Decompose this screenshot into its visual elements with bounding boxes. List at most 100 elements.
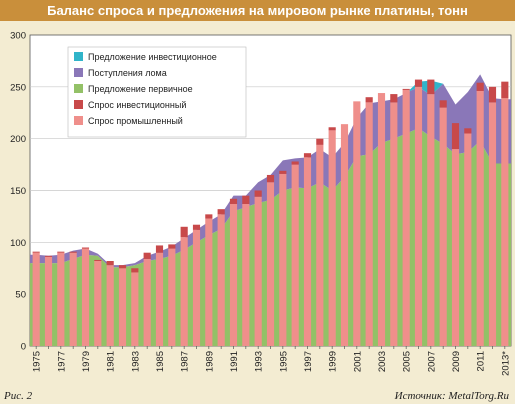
x-tick-label: 1997	[303, 351, 314, 372]
bar-industrial-demand	[414, 86, 423, 346]
bar-investment-demand	[44, 255, 53, 257]
bar-industrial-demand	[94, 260, 102, 346]
bar-industrial-demand	[291, 164, 299, 346]
bar-investment-demand	[451, 123, 460, 150]
bar-investment-demand	[131, 268, 139, 273]
legend-investment-demand-swatch	[74, 100, 83, 109]
bar-investment-demand	[414, 79, 423, 87]
x-tick-label: 1975	[32, 351, 43, 372]
legend-scrap-label: Поступления лома	[88, 68, 167, 78]
x-tick-label: 1987	[180, 351, 191, 372]
legend-industrial-demand-label: Спрос промышленный	[88, 116, 183, 126]
bar-industrial-demand	[340, 124, 349, 346]
y-tick-label: 200	[10, 134, 26, 145]
bar-investment-demand	[81, 247, 90, 249]
bar-investment-demand	[69, 251, 77, 253]
bar-industrial-demand	[118, 268, 127, 346]
bar-investment-demand	[476, 82, 484, 91]
bar-investment-demand	[118, 265, 127, 269]
bar-investment-demand	[439, 100, 447, 108]
bar-investment-demand	[180, 226, 188, 238]
bar-industrial-demand	[217, 214, 225, 346]
bar-investment-demand	[242, 195, 250, 204]
bar-industrial-demand	[242, 203, 250, 346]
y-tick-label: 150	[10, 186, 26, 197]
bar-industrial-demand	[328, 130, 336, 346]
bar-industrial-demand	[303, 157, 312, 346]
x-tick-label: 2005	[402, 351, 413, 372]
x-axis: 1975 1977 1979 1981 1983 1985 1987 1989 1991 1993…	[32, 346, 511, 376]
bar-industrial-demand	[57, 252, 65, 346]
bar-industrial-demand	[81, 248, 90, 346]
bar-industrial-demand	[32, 252, 40, 346]
bar-industrial-demand	[464, 133, 472, 346]
bar-industrial-demand	[229, 203, 238, 346]
bar-investment-demand	[143, 252, 151, 259]
bar-investment-demand	[488, 86, 497, 103]
bar-industrial-demand	[439, 107, 447, 346]
title-bar: Баланс спроса и предложения на мировом р…	[0, 0, 515, 21]
bar-industrial-demand	[402, 89, 410, 347]
bar-industrial-demand	[205, 218, 213, 346]
x-tick-label: 1991	[229, 351, 240, 372]
bar-industrial-demand	[501, 98, 509, 346]
x-tick-label: 1983	[130, 351, 141, 372]
x-tick-label: 2001	[352, 351, 363, 372]
chart-title: Баланс спроса и предложения на мировом р…	[47, 3, 468, 18]
bar-investment-demand	[205, 214, 213, 219]
bar-industrial-demand	[69, 252, 77, 346]
bar-industrial-demand	[451, 149, 460, 346]
bar-industrial-demand	[476, 90, 484, 346]
x-tick-label: 2003	[377, 351, 388, 372]
legend-investment-supply-swatch	[74, 52, 83, 61]
bar-investment-demand	[229, 198, 238, 204]
bar-industrial-demand	[488, 102, 497, 346]
bar-industrial-demand	[155, 252, 164, 346]
legend-investment-supply-label: Предложение инвестиционное	[88, 52, 217, 62]
legend-primary-supply-label: Предложение первичное	[88, 84, 193, 94]
x-tick-label: 1993	[254, 351, 265, 372]
bar-investment-demand	[254, 190, 262, 197]
bar-industrial-demand	[168, 248, 176, 346]
x-tick-label: 1985	[155, 351, 166, 372]
source-note: Источник: MetalTorg.Ru	[394, 390, 509, 402]
figure-label: Рис. 2	[4, 390, 33, 402]
legend: Предложение инвестиционное Поступления ло…	[67, 46, 247, 138]
demand-bars	[32, 79, 509, 347]
bar-investment-demand	[390, 94, 398, 103]
legend-industrial-demand-swatch	[74, 116, 83, 125]
legend-primary-supply-swatch	[74, 84, 83, 93]
bar-investment-demand	[303, 153, 312, 158]
bar-investment-demand	[192, 224, 201, 230]
x-tick-label: 1977	[56, 351, 67, 372]
bar-investment-demand	[32, 251, 40, 253]
bar-industrial-demand	[390, 102, 398, 346]
bar-industrial-demand	[279, 173, 287, 346]
bar-industrial-demand	[266, 182, 275, 346]
bar-industrial-demand	[353, 101, 361, 346]
y-tick-label: 300	[10, 31, 26, 42]
bar-industrial-demand	[131, 272, 139, 346]
bar-investment-demand	[168, 244, 176, 249]
footer: Рис. 2 Источник: MetalTorg.Ru	[0, 388, 515, 404]
x-tick-label: 1979	[81, 351, 92, 372]
bar-investment-demand	[501, 81, 509, 99]
bar-industrial-demand	[427, 94, 435, 346]
bar-investment-demand	[279, 170, 287, 174]
x-tick-label: 1989	[204, 351, 215, 372]
bar-investment-demand	[266, 174, 275, 183]
bar-industrial-demand	[44, 256, 53, 346]
bar-investment-demand	[365, 97, 373, 103]
bar-industrial-demand	[180, 237, 188, 346]
x-tick-label: 2013*	[500, 351, 511, 376]
y-tick-label: 0	[21, 342, 26, 353]
bar-investment-demand	[291, 161, 299, 165]
bar-investment-demand	[427, 79, 435, 95]
legend-scrap-swatch	[74, 68, 83, 77]
y-tick-label: 50	[15, 290, 26, 301]
x-tick-label: 1999	[328, 351, 339, 372]
bar-industrial-demand	[316, 144, 324, 346]
x-tick-label: 2009	[451, 351, 462, 372]
bar-industrial-demand	[192, 229, 201, 346]
